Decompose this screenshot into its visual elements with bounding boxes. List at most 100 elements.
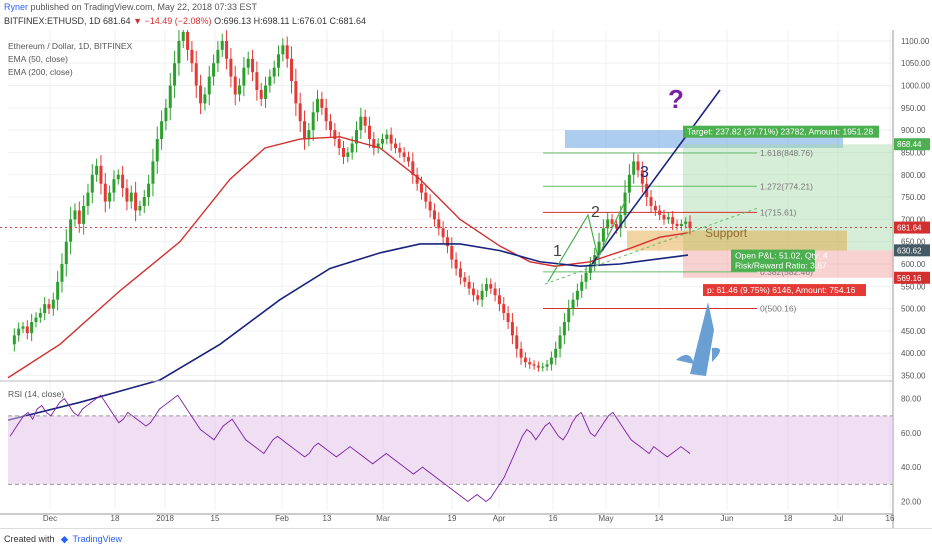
x-tick-label: Feb [275,514,289,523]
candle-body [419,183,423,193]
candle-body [90,174,94,193]
candle-body [350,143,354,153]
price-axis-value: 868.44 [897,140,922,149]
candle-body [432,210,436,220]
x-tick-label: Dec [43,514,57,523]
price-axis-badge [894,244,930,257]
rocket-fin [676,347,720,364]
candle-body [129,192,133,202]
trend-line [591,89,721,265]
publish-info: Ryner published on TradingView.com, May … [0,0,932,14]
candle-body [575,290,579,300]
candle-body [246,58,250,68]
candle-body [233,76,237,95]
author-link[interactable]: Ryner [4,2,29,12]
rr-text: Risk/Reward Ratio: 3.87 [735,261,827,271]
footer: Created with ◆ TradingView [0,528,932,551]
candle-body [454,259,458,269]
y-tick-label: 900.00 [901,126,926,135]
candle-body [545,364,549,367]
publish-text: published on TradingView.com, May 22, 20… [30,2,258,12]
candle-body [502,304,506,314]
price-chart[interactable]: 350.00 400.00 450.00 500.00 550.00 600.00 650.… [0,30,932,528]
y-tick-label: 1100.00 [901,37,930,46]
candle-body [43,304,47,314]
candle-body [606,219,610,229]
candle-body [64,241,68,264]
x-tick-label: May [598,514,613,523]
candle-body [484,284,488,291]
candle-body [17,328,21,336]
fib-label: 1.618(848.76) [760,148,813,158]
candle-body [142,197,146,206]
candle-body [402,152,406,157]
candle-body [147,183,151,198]
candle-body [584,272,588,282]
candle-body [225,40,229,59]
candle-body [38,313,42,318]
rocket-icon [690,302,714,376]
candle-body [510,322,514,336]
candle-body [671,217,675,224]
candle-body [406,156,410,162]
candle-body [554,348,558,358]
x-tick-label: 18 [784,514,793,523]
rsi-legend: RSI (14, close) [8,389,65,399]
symbol-header: BITFINEX:ETHUSD, 1D 681.64 ▼ −14.49 (−2.… [0,14,932,28]
candle-body [281,45,285,55]
y-tick-label: 650.00 [901,238,926,247]
candle-body [307,130,311,140]
candle-body [471,288,475,296]
candle-body [536,365,540,368]
candle-body [437,219,441,229]
candle-body [121,174,125,189]
price-change: ▼ −14.49 (−2.08%) [133,16,212,26]
y-tick-label: 850.00 [901,148,926,157]
profit-zone [683,144,893,251]
candle-body [450,246,454,260]
wave-label-3: 3 [640,164,649,181]
candle-body [220,40,224,50]
tradingview-brand[interactable]: TradingView [72,534,123,544]
last-price: 681.64 [103,16,131,26]
candle-body [73,210,77,220]
legend-title: Ethereum / Dollar, 1D, BITFINEX [8,41,133,51]
candle-body [675,223,679,227]
candle-body [619,214,623,229]
support-label: Support [705,226,748,240]
candle-body [199,85,203,104]
candle-body [549,357,553,365]
candle-body [285,45,289,59]
candle-body [272,67,276,77]
candle-body [151,161,155,184]
rsi-y-tick: 40.00 [901,463,922,472]
candle-body [346,152,350,157]
y-tick-label: 950.00 [901,104,926,113]
candle-body [658,210,662,215]
candle-body [623,192,627,215]
candle-body [164,107,168,122]
candle-body [186,32,190,50]
candle-body [25,326,29,334]
candle-body [103,183,107,202]
candle-body [108,192,112,202]
candle-body [337,139,341,148]
channel-line [544,207,758,285]
candle-body [125,188,129,202]
candle-body [168,85,172,108]
candle-body [277,54,281,68]
candle-body [632,161,636,175]
question-mark: ? [668,84,684,114]
candle-body [567,308,571,322]
candle-body [523,357,527,363]
candle-body [458,268,462,278]
candle-body [333,130,337,140]
candle-body [679,223,683,227]
candle-body [303,121,307,140]
y-tick-label: 1050.00 [901,59,930,68]
candle-body [290,58,294,82]
y-tick-label: 500.00 [901,305,926,314]
candle-body [160,121,164,140]
candle-body [112,179,116,193]
y-tick-label: 750.00 [901,193,926,202]
